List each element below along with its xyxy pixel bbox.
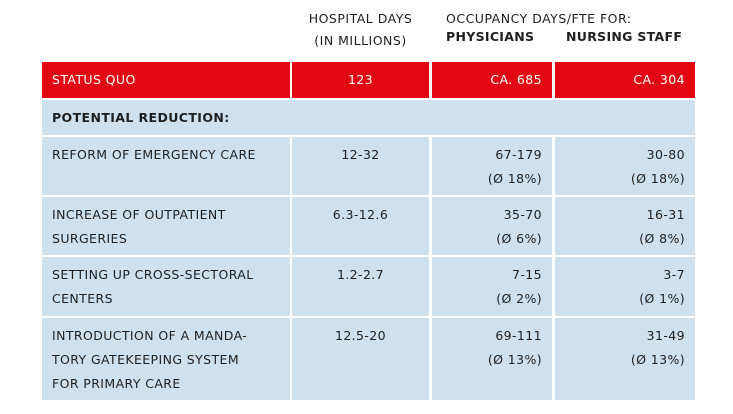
row-4-label-line-3: FOR PRIMARY CARE — [52, 376, 181, 391]
row-4-nursing-avg: (Ø 13%) — [630, 352, 685, 367]
header-occupancy: OCCUPANCY DAYS/FTE FOR: — [446, 11, 632, 26]
row-4-hospital-days: 12.5-20 — [292, 318, 429, 400]
row-3-physicians: 7-15 (Ø 2%) — [432, 257, 552, 316]
row-2-physicians-avg: (Ø 6%) — [496, 231, 542, 246]
row-1-label-line-1: REFORM OF EMERGENCY CARE — [52, 147, 256, 162]
row-1-nursing-staff: 30-80 (Ø 18%) — [555, 137, 695, 195]
row-1-physicians: 67-179 (Ø 18%) — [432, 137, 552, 195]
row-2-nursing-avg: (Ø 8%) — [639, 231, 685, 246]
row-3-nursing-avg: (Ø 1%) — [639, 291, 685, 306]
row-2-hospital-days: 6.3-12.6 — [292, 197, 429, 255]
row-4-nursing-range: 31-49 — [646, 328, 685, 343]
header-nursing-staff-label: NURSING STAFF — [566, 29, 683, 44]
row-1-physicians-avg: (Ø 18%) — [487, 171, 542, 186]
status-quo-hospital-days: 123 — [292, 62, 429, 98]
section-title: POTENTIAL REDUCTION: — [42, 100, 695, 135]
row-4-label-line-1: INTRODUCTION OF A MANDA- — [52, 328, 248, 343]
header-hospital-days-line-1: HOSPITAL DAYS — [308, 11, 413, 26]
row-2-label-line-2: SURGERIES — [52, 231, 128, 246]
header-physicians: PHYSICIANS — [446, 30, 534, 44]
row-4-label-line-2: TORY GATEKEEPING SYSTEM — [52, 352, 240, 367]
row-1-nursing-avg: (Ø 18%) — [630, 171, 685, 186]
row-4-physicians: 69-111 (Ø 13%) — [432, 318, 552, 400]
row-2-label: INCREASE OF OUTPATIENT SURGERIES — [42, 197, 290, 255]
row-3-physicians-avg: (Ø 2%) — [496, 291, 542, 306]
header-physicians-label: PHYSICIANS — [446, 29, 535, 44]
row-3-nursing-staff: 3-7 (Ø 1%) — [555, 257, 695, 316]
row-1-label: REFORM OF EMERGENCY CARE — [42, 137, 290, 195]
header-nursing-staff: NURSING STAFF — [566, 30, 682, 44]
row-4-nursing-staff: 31-49 (Ø 13%) — [555, 318, 695, 400]
row-4-physicians-range: 69-111 — [495, 328, 542, 343]
row-4-label: INTRODUCTION OF A MANDA- TORY GATEKEEPIN… — [42, 318, 290, 400]
row-3-physicians-range: 7-15 — [512, 267, 542, 282]
row-3-label: SETTING UP CROSS-SECTORAL CENTERS — [42, 257, 290, 316]
row-1-nursing-range: 30-80 — [646, 147, 685, 162]
header-hospital-days: HOSPITAL DAYS (IN MILLIONS) — [292, 8, 429, 52]
row-3-hospital-days: 1.2-2.7 — [292, 257, 429, 316]
row-4-physicians-avg: (Ø 13%) — [487, 352, 542, 367]
row-2-label-line-1: INCREASE OF OUTPATIENT — [52, 207, 226, 222]
status-quo-nursing-staff: CA. 304 — [555, 62, 695, 98]
row-2-nursing-range: 16-31 — [646, 207, 685, 222]
row-3-nursing-range: 3-7 — [663, 267, 685, 282]
row-3-label-line-1: SETTING UP CROSS-SECTORAL — [52, 267, 254, 282]
row-2-physicians-range: 35-70 — [503, 207, 542, 222]
header-hospital-days-line-2: (IN MILLIONS) — [314, 33, 407, 48]
row-2-nursing-staff: 16-31 (Ø 8%) — [555, 197, 695, 255]
status-quo-label: STATUS QUO — [42, 62, 290, 98]
row-1-hospital-days: 12-32 — [292, 137, 429, 195]
status-quo-physicians: CA. 685 — [432, 62, 552, 98]
row-3-label-line-2: CENTERS — [52, 291, 113, 306]
row-1-physicians-range: 67-179 — [495, 147, 542, 162]
row-2-physicians: 35-70 (Ø 6%) — [432, 197, 552, 255]
